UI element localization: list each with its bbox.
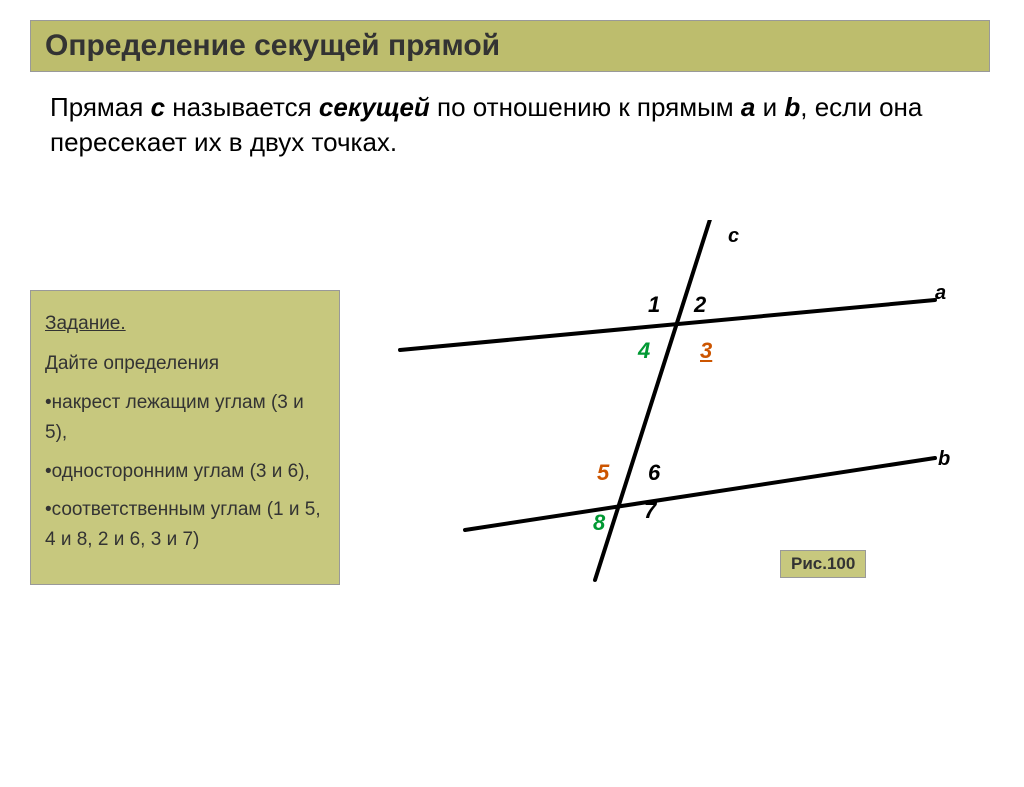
angle-8: 8	[593, 510, 605, 536]
angle-5: 5	[597, 460, 609, 486]
task-box: Задание. Дайте определения •накрест лежа…	[30, 290, 340, 585]
label-a: а	[935, 282, 946, 305]
line-c	[595, 220, 713, 580]
angle-2: 2	[694, 292, 706, 318]
task-line2: •накрест лежащим углам (3 и 5),	[45, 388, 325, 449]
angle-3: 3	[700, 338, 712, 364]
task-header: Задание.	[45, 309, 325, 339]
task-line4: •соответственным углам (1 и 5, 4 и 8, 2 …	[45, 495, 325, 556]
diagram-svg	[380, 220, 980, 620]
angle-4: 4	[638, 338, 650, 364]
title-bar: Определение секущей прямой	[30, 20, 990, 72]
angle-1: 1	[648, 292, 660, 318]
def-mid3: и	[755, 92, 784, 122]
figure-caption: Рис.100	[780, 550, 866, 578]
def-pre: Прямая	[50, 92, 151, 122]
def-c: с	[151, 92, 165, 122]
definition-text: Прямая с называется секущей по отношению…	[50, 90, 974, 160]
line-b	[465, 458, 935, 530]
label-b: b	[938, 448, 950, 471]
def-secant: секущей	[319, 92, 430, 122]
page-title: Определение секущей прямой	[45, 29, 975, 63]
line-a	[400, 300, 935, 350]
task-line1: Дайте определения	[45, 349, 325, 379]
def-a: а	[741, 92, 755, 122]
def-b: b	[784, 92, 800, 122]
def-mid1: называется	[165, 92, 319, 122]
geometry-diagram: с а b 1 2 3 4 5 6 7 8 Рис.100	[380, 220, 980, 620]
angle-7: 7	[644, 498, 656, 524]
def-mid2: по отношению к прямым	[430, 92, 741, 122]
task-line3: •односторонним углам (3 и 6),	[45, 457, 325, 487]
label-c: с	[728, 225, 739, 248]
angle-6: 6	[648, 460, 660, 486]
